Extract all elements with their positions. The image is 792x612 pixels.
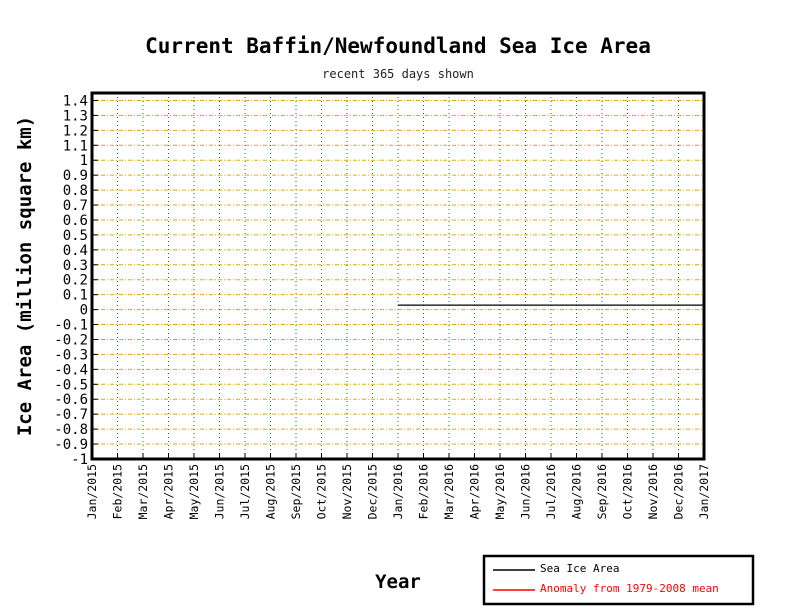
y-tick-label: -0.2: [54, 332, 88, 348]
y-tick-label: -0.6: [54, 392, 88, 408]
x-tick-label: Jan/2017: [697, 464, 711, 519]
y-tick-label: -0.7: [54, 407, 88, 423]
y-tick-label: 0.6: [63, 213, 88, 229]
legend: Sea Ice Area Anomaly from 1979-2008 mean: [482, 554, 755, 606]
y-tick-label: 1.3: [63, 108, 88, 124]
y-tick-label: 0.4: [63, 243, 88, 259]
x-tick-label: Mar/2015: [136, 464, 150, 519]
x-tick-label: Oct/2015: [315, 464, 329, 519]
chart-title: Current Baffin/Newfoundland Sea Ice Area: [145, 34, 651, 58]
x-tick-label: May/2016: [493, 464, 507, 519]
y-tick-label: -0.3: [54, 347, 88, 363]
x-tick-label: Sep/2016: [595, 464, 609, 519]
x-tick-label: Nov/2016: [646, 464, 660, 519]
legend-label: Sea Ice Area: [540, 562, 619, 575]
y-tick-label: 0.8: [63, 183, 88, 199]
x-tick-label: Aug/2016: [570, 464, 584, 519]
x-axis-title: Year: [375, 571, 421, 593]
x-tick-label: Feb/2015: [111, 464, 125, 519]
y-tick-label: 0.1: [63, 288, 88, 304]
y-tick-label: 1: [80, 153, 88, 169]
y-tick-label: 0.2: [63, 273, 88, 289]
y-tick-label: 0.7: [63, 198, 88, 214]
y-tick-label: -0.4: [54, 362, 88, 378]
x-tick-labels: Jan/2015 Feb/2015 Mar/2015 Apr/2015 May/2015…: [85, 464, 711, 519]
x-tick-label: Jun/2016: [519, 464, 533, 519]
plot-frame: [90, 91, 706, 461]
x-tick-label: May/2015: [187, 464, 201, 519]
chart-subtitle: recent 365 days shown: [322, 67, 474, 81]
x-tick-label: Dec/2015: [366, 464, 380, 519]
y-tick-label: 0.9: [63, 168, 88, 184]
grid-lines: [91, 93, 705, 460]
y-tick-label: -0.1: [54, 318, 88, 334]
x-tick-label: Nov/2015: [340, 464, 354, 519]
x-tick-label: Aug/2015: [264, 464, 278, 519]
y-tick-label: 1.2: [63, 123, 88, 139]
y-tick-label: 0.3: [63, 258, 88, 274]
y-tick-label: 1.4: [63, 93, 88, 109]
x-tick-label: Mar/2016: [442, 464, 456, 519]
y-tick-label: 0.5: [63, 228, 88, 244]
y-tick-label: -0.8: [54, 422, 88, 438]
y-tick-label: -0.5: [54, 377, 88, 393]
x-tick-label: Jun/2015: [213, 464, 227, 519]
legend-label: Anomaly from 1979-2008 mean: [540, 582, 719, 595]
x-tick-label: Sep/2015: [289, 464, 303, 519]
x-tick-label: Apr/2015: [162, 464, 176, 519]
x-tick-label: Apr/2016: [468, 464, 482, 519]
y-axis-title: Ice Area (million square km): [14, 116, 36, 436]
x-tick-label: Jan/2016: [391, 464, 405, 519]
y-tick-label: -1: [71, 452, 88, 468]
x-tick-label: Jul/2015: [238, 464, 252, 519]
x-tick-label: Jul/2016: [544, 464, 558, 519]
x-tick-label: Feb/2016: [417, 464, 431, 519]
y-tick-labels: 1.41.31.21.110.90.80.70.60.50.40.30.20.1…: [54, 93, 88, 468]
x-tick-label: Dec/2016: [672, 464, 686, 519]
y-tick-label: 1.1: [63, 138, 88, 154]
x-tick-label: Oct/2016: [621, 464, 635, 519]
y-tick-label: 0: [80, 303, 88, 319]
x-tick-label: Jan/2015: [85, 464, 99, 519]
y-tick-label: -0.9: [54, 437, 88, 453]
legend-box: [482, 554, 755, 606]
